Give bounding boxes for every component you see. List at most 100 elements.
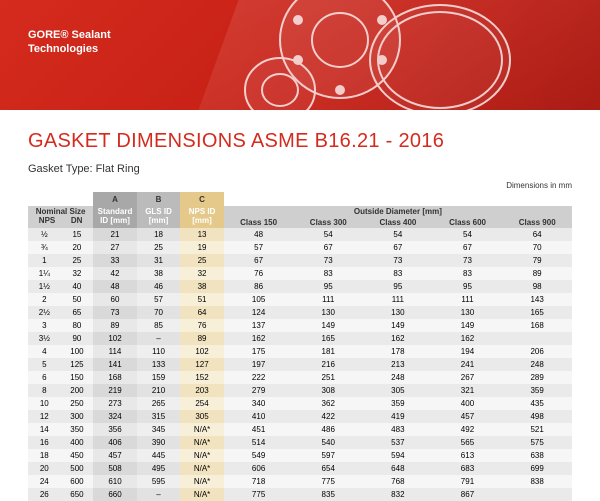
- cell-c400: 67: [363, 241, 433, 254]
- cell-c300: 83: [293, 267, 363, 280]
- table-row: 1½404846388695959598: [28, 280, 572, 293]
- cell-C: 19: [180, 241, 224, 254]
- cell-c900: 70: [502, 241, 572, 254]
- cell-B: 159: [137, 371, 181, 384]
- cell-c900: 359: [502, 384, 572, 397]
- cell-B: –: [137, 332, 181, 345]
- cell-nps: 2: [28, 293, 61, 306]
- cell-c600: 241: [433, 358, 503, 371]
- cell-A: 610: [93, 475, 137, 488]
- cell-B: 265: [137, 397, 181, 410]
- cell-c600: 791: [433, 475, 503, 488]
- cell-c300: 54: [293, 228, 363, 241]
- cell-dn: 15: [61, 228, 94, 241]
- brand-line2: Technologies: [28, 42, 111, 56]
- th-B-letter: B: [137, 192, 181, 206]
- cell-c600: 67: [433, 241, 503, 254]
- table-row: 1253331256773737379: [28, 254, 572, 267]
- cell-c900: [502, 488, 572, 501]
- cell-c150: 67: [224, 254, 294, 267]
- cell-c600: 867: [433, 488, 503, 501]
- content-area: GASKET DIMENSIONS ASME B16.21 - 2016 Gas…: [0, 110, 600, 501]
- cell-nps: 18: [28, 449, 61, 462]
- cell-C: 38: [180, 280, 224, 293]
- cell-dn: 80: [61, 319, 94, 332]
- cell-C: 152: [180, 371, 224, 384]
- cell-C: N/A*: [180, 488, 224, 501]
- header-banner: GORE® Sealant Technologies: [0, 0, 600, 110]
- gasket-illustration: [220, 0, 540, 110]
- cell-c300: 597: [293, 449, 363, 462]
- cell-nps: 3: [28, 319, 61, 332]
- cell-c900: 289: [502, 371, 572, 384]
- cell-B: 210: [137, 384, 181, 397]
- cell-c900: [502, 332, 572, 345]
- cell-c400: 594: [363, 449, 433, 462]
- cell-c150: 137: [224, 319, 294, 332]
- cell-c900: 699: [502, 462, 572, 475]
- cell-c300: 540: [293, 436, 363, 449]
- cell-c150: 76: [224, 267, 294, 280]
- cell-c900: 498: [502, 410, 572, 423]
- cell-B: 85: [137, 319, 181, 332]
- cell-c600: 130: [433, 306, 503, 319]
- cell-B: 345: [137, 423, 181, 436]
- table-row: 8200219210203279308305321359: [28, 384, 572, 397]
- th-c900: Class 900: [502, 219, 572, 228]
- th-B-label: GLS ID [mm]: [137, 206, 181, 228]
- cell-dn: 40: [61, 280, 94, 293]
- cell-c600: 194: [433, 345, 503, 358]
- cell-c900: 435: [502, 397, 572, 410]
- cell-B: 70: [137, 306, 181, 319]
- table-row: 250605751105111111111143: [28, 293, 572, 306]
- cell-c300: 835: [293, 488, 363, 501]
- cell-dn: 500: [61, 462, 94, 475]
- cell-c300: 165: [293, 332, 363, 345]
- th-A-label: Standard ID [mm]: [93, 206, 137, 228]
- cell-c400: 149: [363, 319, 433, 332]
- table-body: ½152118134854545464¾20272519576767677012…: [28, 228, 572, 501]
- cell-dn: 90: [61, 332, 94, 345]
- cell-c150: 48: [224, 228, 294, 241]
- cell-c150: 775: [224, 488, 294, 501]
- table-row: 380898576137149149149168: [28, 319, 572, 332]
- cell-dn: 250: [61, 397, 94, 410]
- cell-c600: 457: [433, 410, 503, 423]
- cell-c600: 95: [433, 280, 503, 293]
- cell-dn: 50: [61, 293, 94, 306]
- table-row: 4100114110102175181178194206: [28, 345, 572, 358]
- cell-C: N/A*: [180, 475, 224, 488]
- table-row: ½152118134854545464: [28, 228, 572, 241]
- cell-c400: 305: [363, 384, 433, 397]
- cell-nps: ½: [28, 228, 61, 241]
- cell-B: 595: [137, 475, 181, 488]
- cell-c400: 832: [363, 488, 433, 501]
- cell-B: 445: [137, 449, 181, 462]
- cell-B: 18: [137, 228, 181, 241]
- th-nps: NPS: [39, 217, 55, 226]
- cell-c400: 419: [363, 410, 433, 423]
- cell-c600: 492: [433, 423, 503, 436]
- cell-c150: 105: [224, 293, 294, 306]
- cell-C: 305: [180, 410, 224, 423]
- th-C-label: NPS ID [mm]: [180, 206, 224, 228]
- th-od: Outside Diameter [mm] Class 150 Class 30…: [224, 206, 572, 228]
- cell-A: 168: [93, 371, 137, 384]
- cell-c300: 486: [293, 423, 363, 436]
- cell-c150: 451: [224, 423, 294, 436]
- cell-nps: 10: [28, 397, 61, 410]
- cell-nps: 1½: [28, 280, 61, 293]
- cell-C: 127: [180, 358, 224, 371]
- table-row: 14350356345N/A*451486483492521: [28, 423, 572, 436]
- cell-nps: 26: [28, 488, 61, 501]
- cell-c400: 213: [363, 358, 433, 371]
- cell-c300: 362: [293, 397, 363, 410]
- cell-c900: 575: [502, 436, 572, 449]
- cell-C: 51: [180, 293, 224, 306]
- table-row: 6150168159152222251248267289: [28, 371, 572, 384]
- cell-c300: 216: [293, 358, 363, 371]
- cell-C: 76: [180, 319, 224, 332]
- cell-c400: 95: [363, 280, 433, 293]
- cell-B: 57: [137, 293, 181, 306]
- cell-c600: 83: [433, 267, 503, 280]
